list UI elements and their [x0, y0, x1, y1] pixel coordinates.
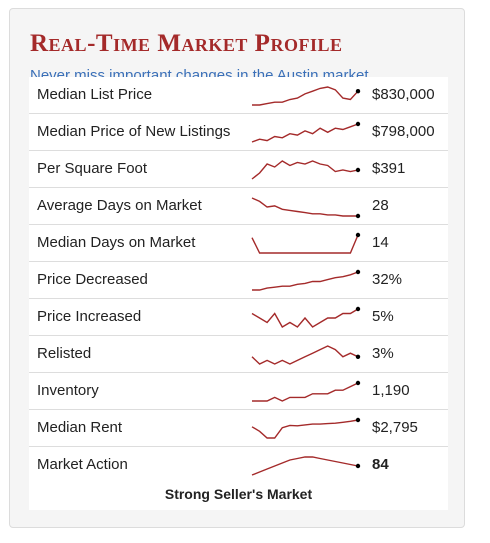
table-row: Price Increased 5%	[29, 299, 448, 336]
row-label: Average Days on Market	[37, 197, 202, 214]
trend-line	[251, 308, 359, 328]
row-value: $798,000	[372, 123, 435, 140]
table-row: Median List Price $830,000	[29, 77, 448, 114]
trend-endpoint	[355, 88, 361, 94]
trend-sparkline	[252, 380, 361, 402]
trend-sparkline	[251, 160, 361, 180]
table-row: Median Price of New Listings $798,000	[29, 114, 448, 151]
row-value: $2,795	[372, 419, 418, 436]
table-row: Median Rent $2,795	[29, 410, 448, 447]
trend-sparkline	[251, 456, 361, 476]
trend-endpoint	[355, 354, 361, 359]
row-value: 1,190	[372, 382, 410, 399]
row-value: 28	[372, 197, 389, 214]
table-row: Inventory 1,190	[29, 373, 448, 410]
table-row: Relisted 3%	[29, 336, 448, 373]
row-label: Median Price of New Listings	[37, 123, 231, 140]
trend-endpoint	[355, 306, 361, 312]
market-status: Strong Seller's Market	[164, 486, 313, 502]
table-row: Median Days on Market 14	[29, 225, 448, 262]
trend-sparkline	[252, 269, 361, 291]
trend-endpoint	[355, 167, 361, 173]
table-row: Market Action 84	[29, 447, 448, 484]
trend-sparkline	[251, 121, 361, 143]
row-value: 32%	[372, 271, 403, 288]
table-row: Price Decreased 32%	[29, 262, 448, 299]
row-label: Median Rent	[37, 419, 123, 436]
trend-line	[251, 234, 359, 254]
trend-sparkline	[251, 306, 361, 328]
trend-endpoint	[355, 463, 361, 469]
trend-sparkline	[251, 197, 361, 219]
trend-line	[252, 86, 359, 106]
trend-endpoint	[355, 380, 361, 386]
row-label: Median Days on Market	[37, 234, 196, 251]
trend-sparkline	[252, 86, 361, 106]
table-row: Per Square Foot $391	[29, 151, 448, 188]
row-label: Market Action	[37, 456, 128, 473]
row-value: $391	[372, 160, 406, 177]
row-value: 14	[372, 234, 389, 251]
trend-sparkline	[251, 417, 361, 439]
trend-line	[252, 271, 359, 291]
trend-line	[251, 419, 359, 439]
row-label: Inventory	[37, 382, 99, 399]
row-label: Relisted	[37, 345, 92, 362]
row-label: Price Increased	[37, 308, 142, 325]
page-title: Real-Time Market Profile	[30, 30, 343, 57]
row-label: Price Decreased	[37, 271, 148, 288]
trend-endpoint	[355, 232, 361, 238]
trend-endpoint	[355, 213, 361, 219]
table-row: Average Days on Market 28	[29, 188, 448, 225]
trend-line	[251, 197, 358, 217]
trend-line	[251, 456, 359, 476]
trend-line	[251, 345, 359, 365]
trend-line	[251, 160, 359, 180]
trend-endpoint	[355, 269, 361, 275]
row-value: 84	[372, 456, 389, 473]
trend-sparkline	[251, 345, 361, 365]
row-label: Per Square Foot	[37, 160, 148, 177]
trend-endpoint	[355, 417, 361, 423]
trend-endpoint	[355, 121, 361, 127]
trend-line	[252, 382, 359, 402]
trend-sparkline	[251, 232, 361, 254]
market-table: Median List Price $830,000 Median Price of…	[29, 77, 448, 510]
row-label: Median List Price	[37, 86, 153, 103]
row-value: 3%	[372, 345, 394, 362]
row-value: $830,000	[372, 86, 435, 103]
row-value: 5%	[372, 308, 394, 325]
trend-line	[251, 123, 359, 143]
